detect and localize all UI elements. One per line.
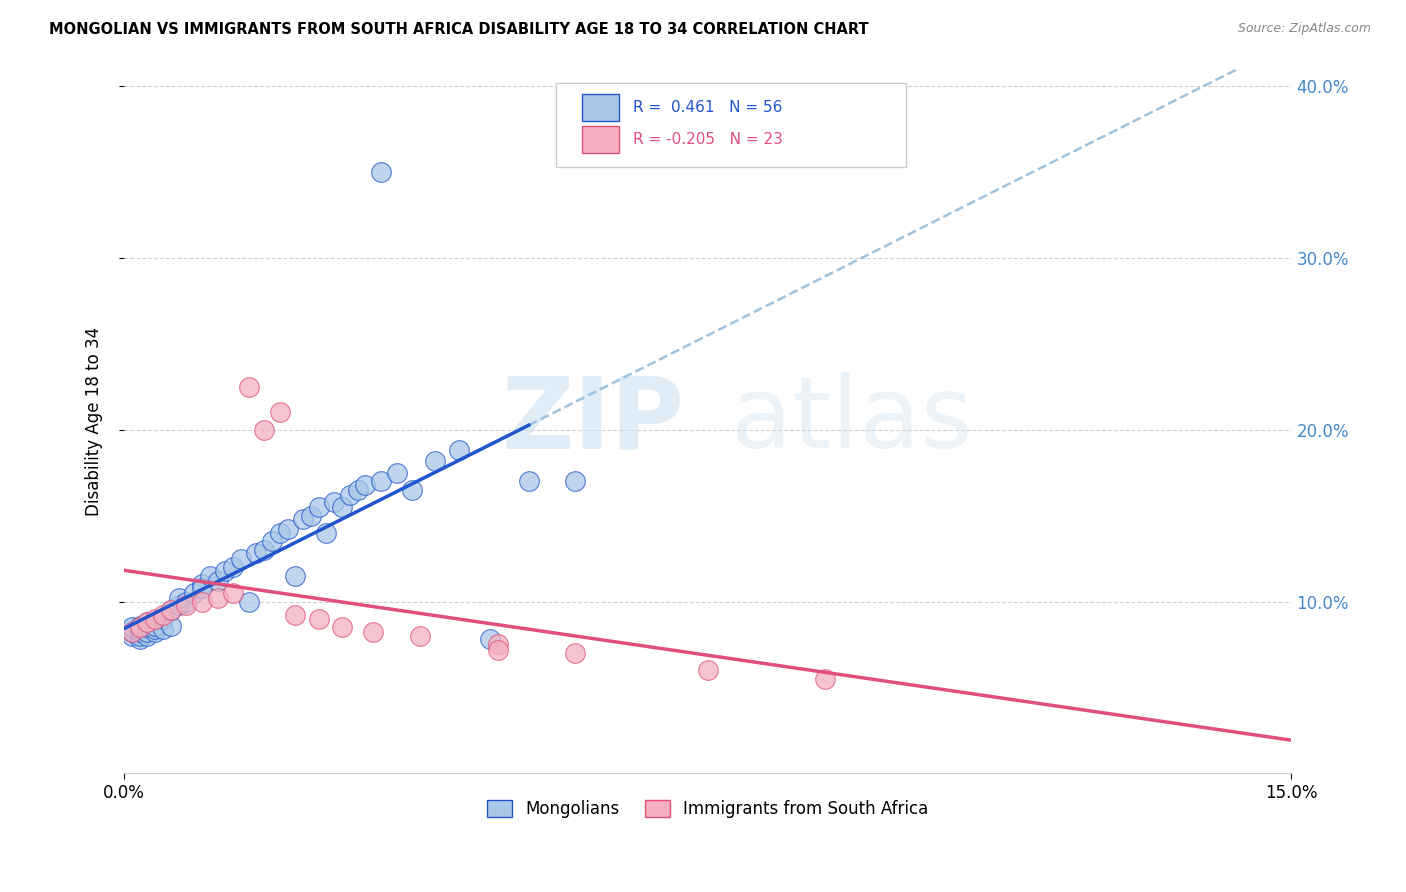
Point <box>207 574 229 588</box>
Point <box>136 620 159 634</box>
Point <box>121 620 143 634</box>
Point <box>176 598 198 612</box>
Point <box>143 622 166 636</box>
Point <box>152 622 174 636</box>
Point <box>308 500 330 514</box>
Point <box>238 379 260 393</box>
Point <box>361 625 384 640</box>
Point <box>207 591 229 605</box>
Point <box>339 488 361 502</box>
Point <box>143 625 166 640</box>
Point <box>121 624 143 638</box>
Text: ZIP: ZIP <box>502 373 685 469</box>
Point <box>159 603 181 617</box>
Point <box>292 512 315 526</box>
Point <box>486 638 509 652</box>
Legend: Mongolians, Immigrants from South Africa: Mongolians, Immigrants from South Africa <box>481 794 935 825</box>
Point <box>447 443 470 458</box>
Point <box>191 581 214 595</box>
Point <box>167 591 190 605</box>
Point <box>370 164 392 178</box>
Point <box>696 663 718 677</box>
Point <box>269 405 291 419</box>
Point <box>222 586 245 600</box>
Point <box>222 560 245 574</box>
Point <box>159 603 181 617</box>
Point <box>401 483 423 497</box>
Point <box>564 646 586 660</box>
Point <box>128 629 150 643</box>
Point <box>152 612 174 626</box>
Point <box>517 474 540 488</box>
Point <box>813 672 835 686</box>
Point <box>136 625 159 640</box>
Point <box>238 594 260 608</box>
Point <box>284 568 307 582</box>
Point <box>330 500 353 514</box>
FancyBboxPatch shape <box>555 83 907 167</box>
Point <box>260 534 283 549</box>
Point <box>370 474 392 488</box>
Point <box>253 543 276 558</box>
Point <box>128 618 150 632</box>
Text: Source: ZipAtlas.com: Source: ZipAtlas.com <box>1237 22 1371 36</box>
Point <box>136 615 159 629</box>
Point <box>330 620 353 634</box>
Point <box>269 525 291 540</box>
Point <box>284 608 307 623</box>
Point <box>299 508 322 523</box>
Point <box>121 625 143 640</box>
Point <box>277 522 299 536</box>
Point <box>425 453 447 467</box>
Point <box>191 594 214 608</box>
Point <box>143 618 166 632</box>
Point <box>308 612 330 626</box>
Point <box>245 546 267 560</box>
Point <box>121 625 143 640</box>
Point <box>136 629 159 643</box>
Point <box>128 620 150 634</box>
Text: R =  0.461   N = 56: R = 0.461 N = 56 <box>633 100 783 115</box>
Point <box>121 629 143 643</box>
Point <box>167 598 190 612</box>
Point <box>214 564 236 578</box>
Point <box>385 466 408 480</box>
Point <box>253 423 276 437</box>
Point <box>478 632 501 647</box>
Point <box>354 477 377 491</box>
Point <box>229 551 252 566</box>
Point <box>323 495 346 509</box>
Point <box>128 632 150 647</box>
Point <box>176 594 198 608</box>
Point <box>128 625 150 640</box>
Point <box>143 612 166 626</box>
Point <box>159 618 181 632</box>
Point <box>128 622 150 636</box>
Point <box>198 568 221 582</box>
Text: atlas: atlas <box>731 373 973 469</box>
Point <box>136 615 159 629</box>
Point <box>183 586 205 600</box>
Y-axis label: Disability Age 18 to 34: Disability Age 18 to 34 <box>86 326 103 516</box>
Point <box>409 629 432 643</box>
FancyBboxPatch shape <box>582 94 619 120</box>
Point <box>564 474 586 488</box>
Point <box>152 608 174 623</box>
Text: R = -0.205   N = 23: R = -0.205 N = 23 <box>633 132 783 147</box>
FancyBboxPatch shape <box>582 127 619 153</box>
Point <box>315 525 337 540</box>
Point <box>486 642 509 657</box>
Point <box>346 483 368 497</box>
Text: MONGOLIAN VS IMMIGRANTS FROM SOUTH AFRICA DISABILITY AGE 18 TO 34 CORRELATION CH: MONGOLIAN VS IMMIGRANTS FROM SOUTH AFRIC… <box>49 22 869 37</box>
Point <box>191 577 214 591</box>
